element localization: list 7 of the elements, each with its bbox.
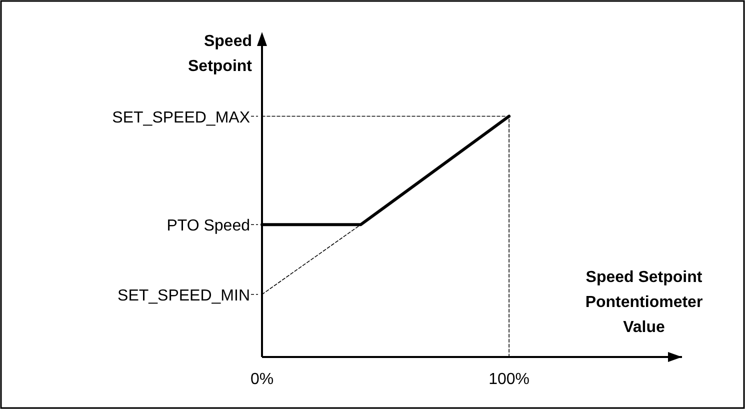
- ref-line-label: SET_SPEED_MAX: [112, 109, 250, 126]
- x-tick-label: 0%: [250, 371, 274, 388]
- ref-line-label: SET_SPEED_MIN: [118, 287, 250, 304]
- x-axis-title: Speed Setpoint Pontentiometer Value: [585, 269, 703, 336]
- ref-line-label: PTO Speed: [166, 218, 250, 235]
- x-tick-label: 100%: [488, 371, 530, 388]
- y-axis-title: Speed Setpoint: [188, 33, 253, 75]
